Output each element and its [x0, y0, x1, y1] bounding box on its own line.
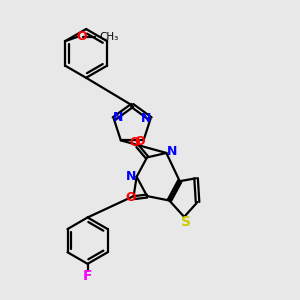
Text: N: N — [167, 145, 177, 158]
Text: N: N — [141, 112, 151, 125]
Text: N: N — [125, 170, 136, 183]
Text: O: O — [134, 135, 145, 148]
Text: O: O — [130, 136, 140, 149]
Text: CH₃: CH₃ — [99, 32, 119, 42]
Text: F: F — [83, 269, 92, 283]
Text: O: O — [76, 30, 87, 43]
Text: O: O — [125, 191, 136, 204]
Text: S: S — [181, 215, 191, 229]
Text: N: N — [113, 111, 124, 124]
